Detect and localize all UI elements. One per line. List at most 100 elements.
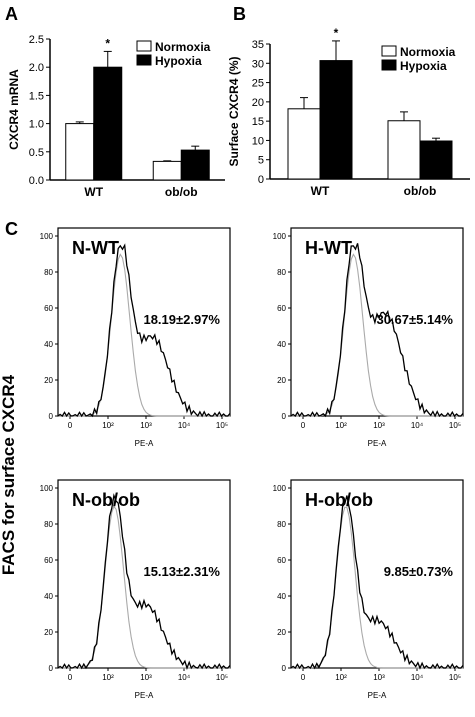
facs-y-tick-label: 60 bbox=[44, 304, 53, 313]
facs-control-histogram bbox=[291, 253, 463, 417]
legend-label-normoxia: Normoxia bbox=[400, 45, 456, 59]
facs-y-tick-label: 0 bbox=[49, 412, 54, 421]
bar-hypoxia-WT bbox=[319, 60, 353, 180]
category-label: WT bbox=[84, 185, 103, 199]
facs-y-tick-label: 80 bbox=[44, 268, 53, 277]
y-tick-label: 10 bbox=[252, 135, 264, 147]
facs-y-tick-label: 20 bbox=[277, 376, 286, 385]
facs-subplot-h-ob-ob: 0 20 40 60 80 100 0 10² 10³ 10⁴ 10⁵ PE-A H-ob/ob 9.85… bbox=[273, 479, 464, 700]
facs-x-tick-label: 0 bbox=[68, 421, 73, 430]
y-tick-label: 1.5 bbox=[29, 90, 44, 102]
facs-y-tick-label: 80 bbox=[277, 268, 286, 277]
bar-normoxia-ob-ob bbox=[387, 120, 421, 180]
facs-sample-histogram bbox=[57, 493, 231, 670]
facs-x-label: PE-A bbox=[368, 691, 387, 700]
facs-x-tick-label: 10³ bbox=[373, 421, 385, 430]
facs-side-label: FACS for surface CXCR4 bbox=[0, 374, 18, 575]
bar-hypoxia-WT bbox=[93, 66, 123, 181]
facs-x-tick-label: 10³ bbox=[140, 673, 152, 682]
facs-control-histogram bbox=[58, 505, 230, 669]
legend-swatch-hypoxia bbox=[381, 59, 397, 71]
facs-y-tick-label: 0 bbox=[282, 664, 287, 673]
y-tick-label: 0.5 bbox=[29, 147, 44, 159]
facs-percent-label: 9.85±0.73% bbox=[384, 564, 454, 579]
facs-subplot-n-wt: 0 20 40 60 80 100 0 10² 10³ 10⁴ 10⁵ PE-A N-WT 18.19±2… bbox=[40, 227, 231, 448]
facs-frame bbox=[290, 479, 464, 669]
facs-y-tick-label: 20 bbox=[277, 628, 286, 637]
y-tick-label: 0 bbox=[258, 174, 264, 186]
facs-x-tick-label: 10² bbox=[102, 421, 114, 430]
facs-y-tick-label: 80 bbox=[277, 520, 286, 529]
facs-subplot-title: N-ob/ob bbox=[72, 490, 140, 510]
facs-frame bbox=[57, 227, 231, 417]
bar-normoxia-ob-ob bbox=[152, 160, 182, 181]
facs-y-tick-label: 100 bbox=[40, 232, 54, 241]
facs-x-tick-label: 10⁴ bbox=[178, 421, 191, 430]
bar-normoxia-WT bbox=[287, 108, 321, 180]
facs-x-tick-label: 10⁴ bbox=[411, 421, 424, 430]
facs-x-tick-label: 10² bbox=[335, 421, 347, 430]
facs-y-tick-label: 80 bbox=[44, 520, 53, 529]
facs-percent-label: 18.19±2.97% bbox=[143, 312, 220, 327]
panel-letter-c: C bbox=[5, 219, 18, 239]
facs-y-tick-label: 40 bbox=[44, 592, 53, 601]
facs-x-tick-label: 10⁵ bbox=[449, 421, 461, 430]
facs-frame bbox=[57, 479, 231, 669]
facs-y-tick-label: 60 bbox=[277, 556, 286, 565]
legend-label-hypoxia: Hypoxia bbox=[400, 59, 447, 73]
facs-x-tick-label: 10⁵ bbox=[449, 673, 461, 682]
y-tick-label: 25 bbox=[252, 78, 264, 90]
significance-mark: * bbox=[334, 26, 339, 40]
facs-sample-histogram bbox=[290, 495, 464, 670]
legend-swatch-hypoxia bbox=[136, 54, 152, 66]
bar-hypoxia-ob-ob bbox=[419, 140, 453, 180]
facs-x-label: PE-A bbox=[135, 439, 154, 448]
facs-x-tick-label: 10³ bbox=[373, 673, 385, 682]
facs-y-tick-label: 40 bbox=[277, 592, 286, 601]
y-tick-label: 1.0 bbox=[29, 119, 44, 131]
facs-y-tick-label: 100 bbox=[273, 232, 287, 241]
facs-subplot-title: N-WT bbox=[72, 238, 119, 258]
facs-x-tick-label: 10⁴ bbox=[411, 673, 424, 682]
panel-letter-a: A bbox=[5, 4, 18, 24]
facs-y-tick-label: 0 bbox=[282, 412, 287, 421]
facs-x-label: PE-A bbox=[368, 439, 387, 448]
facs-x-tick-label: 0 bbox=[68, 673, 73, 682]
bar-hypoxia-ob-ob bbox=[180, 149, 210, 181]
facs-histograms: 0 20 40 60 80 100 0 10² 10³ 10⁴ 10⁵ PE-A N-WT 18.19±2… bbox=[40, 227, 464, 700]
facs-subplot-h-wt: 0 20 40 60 80 100 0 10² 10³ 10⁴ 10⁵ PE-A H-WT 30.67±5… bbox=[273, 227, 464, 448]
y-axis-label: Surface CXCR4 (%) bbox=[227, 56, 241, 166]
facs-subplot-n-ob-ob: 0 20 40 60 80 100 0 10² 10³ 10⁴ 10⁵ PE-A N-ob/ob 15.1… bbox=[40, 479, 231, 700]
facs-sample-histogram bbox=[57, 243, 231, 418]
facs-y-tick-label: 20 bbox=[44, 628, 53, 637]
facs-y-tick-label: 40 bbox=[44, 340, 53, 349]
y-axis-label: CXCR4 mRNA bbox=[7, 69, 21, 150]
facs-x-label: PE-A bbox=[135, 691, 154, 700]
legend-label-hypoxia: Hypoxia bbox=[155, 54, 202, 68]
facs-y-tick-label: 100 bbox=[40, 484, 54, 493]
facs-x-tick-label: 10³ bbox=[140, 421, 152, 430]
y-tick-label: 2.5 bbox=[29, 34, 44, 46]
facs-sample-histogram bbox=[290, 243, 464, 418]
facs-percent-label: 15.13±2.31% bbox=[143, 564, 220, 579]
facs-y-tick-label: 100 bbox=[273, 484, 287, 493]
facs-subplot-title: H-WT bbox=[305, 238, 352, 258]
legend-swatch-normoxia bbox=[381, 45, 397, 57]
chart-a-mrna: 0.0 0.5 1.0 1.5 2.0 2.5 CXCR4 mRNA * WT ob/ob Norm… bbox=[7, 34, 225, 199]
y-tick-label: 0.0 bbox=[29, 175, 44, 187]
significance-mark: * bbox=[105, 36, 110, 50]
y-tick-label: 15 bbox=[252, 116, 264, 128]
facs-x-tick-label: 10⁵ bbox=[216, 421, 228, 430]
y-tick-label: 5 bbox=[258, 155, 264, 167]
facs-x-tick-label: 10⁵ bbox=[216, 673, 228, 682]
legend-swatch-normoxia bbox=[136, 40, 152, 52]
y-tick-label: 30 bbox=[252, 58, 264, 70]
facs-x-tick-label: 10² bbox=[102, 673, 114, 682]
category-label: WT bbox=[311, 184, 330, 198]
facs-control-histogram bbox=[291, 506, 463, 669]
facs-subplot-title: H-ob/ob bbox=[305, 490, 373, 510]
panel-letter-b: B bbox=[233, 4, 246, 24]
facs-y-tick-label: 60 bbox=[44, 556, 53, 565]
facs-x-tick-label: 0 bbox=[301, 421, 306, 430]
